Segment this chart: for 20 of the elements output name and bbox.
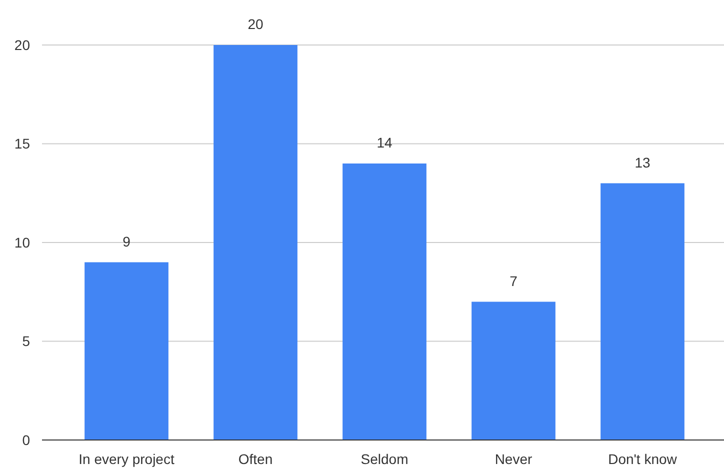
data-label: 9: [122, 233, 131, 250]
y-tick-label: 20: [14, 36, 30, 53]
bar: [84, 262, 168, 440]
bar: [214, 45, 298, 440]
x-tick-label: Don't know: [608, 451, 678, 467]
bar: [600, 183, 684, 440]
x-tick-label: Often: [238, 451, 273, 467]
data-label: 20: [248, 16, 264, 32]
x-tick-label: Seldom: [360, 451, 408, 467]
data-label: 7: [510, 272, 518, 289]
bar: [342, 164, 426, 440]
x-tick-label: In every project: [78, 451, 174, 467]
data-label: 14: [376, 134, 392, 150]
data-label: 13: [634, 154, 650, 170]
y-tick-label: 10: [14, 234, 30, 250]
bar: [472, 302, 556, 440]
y-tick-label: 15: [14, 136, 30, 152]
y-tick-label: 0: [22, 432, 30, 448]
y-tick-label: 5: [22, 333, 30, 350]
x-tick-label: Never: [494, 451, 533, 467]
